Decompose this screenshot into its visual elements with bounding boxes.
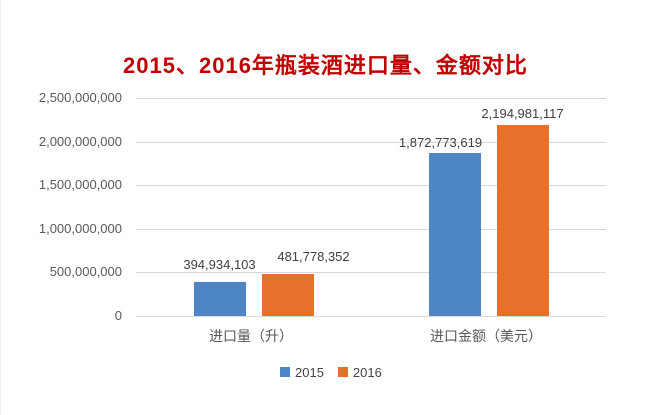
category-label-import-volume: 进口量（升） (209, 328, 293, 344)
category-label-import-value: 进口金额（美元） (430, 328, 542, 344)
y-axis-tick-label: 1,500,000,000 (38, 177, 122, 193)
bar-value-label-2015-1: 1,872,773,619 (398, 134, 483, 150)
bar-value-label-2016-0: 481,778,352 (277, 249, 350, 264)
legend-item-2016: 2016 (337, 364, 382, 380)
bar-2015-0 (193, 281, 246, 316)
gridline (136, 228, 606, 230)
legend: 2015 2016 (280, 364, 382, 380)
gridline (136, 316, 606, 317)
legend-item-2015: 2015 (280, 365, 324, 380)
bar-value-label-2015-0: 394,934,103 (183, 256, 256, 272)
y-axis-tick-label: 500,000,000 (49, 264, 122, 280)
legend-swatch-2015-icon (280, 367, 290, 377)
bar-2016-1 (496, 124, 549, 316)
y-axis-tick-label: 2,000,000,000 (38, 133, 122, 149)
legend-label-2016: 2016 (352, 364, 382, 380)
legend-swatch-2016-icon (337, 367, 348, 377)
gridline (136, 272, 606, 274)
gridline (136, 185, 606, 187)
legend-label-2015: 2015 (295, 364, 324, 380)
y-axis-tick-label: 0 (114, 308, 122, 323)
gridline (136, 98, 606, 99)
y-axis-tick-label: 2,500,000,000 (38, 90, 122, 105)
bar-2015-1 (428, 152, 481, 316)
gridline (136, 141, 606, 143)
chart-title: 2015、2016年瓶装酒进口量、金额对比 (123, 53, 528, 78)
bar-2016-0 (261, 274, 314, 316)
y-axis-tick-label: 1,000,000,000 (38, 220, 122, 236)
bar-value-label-2016-1: 2,194,981,117 (481, 105, 564, 121)
